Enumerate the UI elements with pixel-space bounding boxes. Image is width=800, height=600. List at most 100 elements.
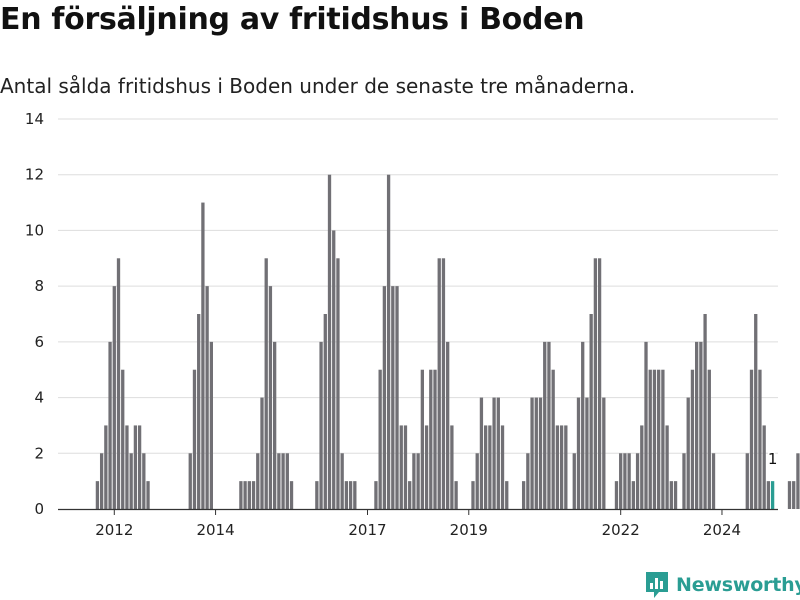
bars — [95, 174, 800, 509]
bar — [446, 341, 450, 509]
bar — [669, 481, 673, 509]
bar — [420, 369, 424, 509]
bar — [792, 481, 796, 509]
bar — [471, 481, 475, 509]
bar — [657, 369, 661, 509]
bar — [585, 397, 589, 509]
bar — [652, 369, 657, 509]
bar — [437, 258, 441, 509]
bar — [247, 481, 251, 509]
bar — [429, 369, 433, 509]
bar — [125, 425, 129, 509]
bar — [251, 481, 256, 509]
bar — [496, 397, 500, 509]
bar — [399, 425, 403, 509]
bar — [623, 453, 627, 509]
bar — [766, 481, 771, 509]
bar — [256, 453, 260, 509]
x-tick-label: 2017 — [348, 521, 386, 539]
bar — [711, 453, 716, 509]
bar — [534, 397, 538, 509]
x-tick-label: 2022 — [602, 521, 640, 539]
bar — [547, 341, 551, 509]
bar — [682, 453, 686, 509]
bar — [505, 481, 509, 509]
newsworthy-logo: Newsworthy — [644, 570, 800, 600]
bar — [433, 369, 437, 509]
data-label: 1 — [768, 450, 778, 468]
bar — [564, 425, 568, 509]
bar — [112, 286, 116, 509]
bar — [699, 341, 703, 509]
bar — [479, 397, 484, 509]
bar — [475, 453, 479, 509]
bar — [348, 481, 353, 509]
bar — [382, 286, 387, 509]
chart-subtitle: Antal sålda fritidshus i Boden under de … — [0, 74, 636, 98]
bar — [319, 341, 323, 509]
newsworthy-logo-text: Newsworthy — [676, 574, 800, 596]
y-tick-label: 2 — [34, 444, 44, 462]
y-axis-ticks: 0 2 4 6 8 10 12 14 — [25, 110, 44, 518]
x-axis-ticks: 2012 2014 2017 2019 2022 2024 — [95, 509, 741, 539]
y-tick-label: 14 — [25, 110, 44, 128]
bar — [201, 202, 205, 509]
bar — [796, 453, 800, 509]
bar — [695, 341, 699, 509]
bar — [572, 453, 576, 509]
bar — [530, 397, 534, 509]
bar — [614, 481, 619, 509]
bar — [273, 341, 277, 509]
bar — [703, 314, 707, 509]
bar — [374, 481, 378, 509]
bar — [576, 397, 581, 509]
bar — [627, 453, 631, 509]
bar — [661, 369, 665, 509]
bar — [264, 258, 268, 509]
bar — [555, 425, 560, 509]
bar — [104, 425, 108, 509]
bar — [619, 453, 623, 509]
bar — [315, 481, 319, 509]
y-tick-label: 8 — [34, 277, 44, 295]
data-labels: 1 — [766, 449, 779, 470]
bar — [95, 481, 100, 509]
bar — [648, 369, 652, 509]
bar — [243, 481, 247, 509]
bar — [424, 425, 429, 509]
bar — [205, 286, 209, 509]
x-tick-label: 2012 — [95, 521, 133, 539]
y-tick-label: 10 — [25, 221, 44, 239]
bar — [133, 425, 138, 509]
bar — [551, 369, 555, 509]
bar — [665, 425, 669, 509]
bar — [787, 481, 792, 509]
bar — [408, 481, 412, 509]
x-tick-label: 2019 — [450, 521, 488, 539]
bar — [484, 425, 488, 509]
bar — [260, 397, 264, 509]
bar — [344, 481, 349, 509]
bar — [526, 453, 530, 509]
bar-chart: 0 2 4 6 8 10 12 14 2012 2014 2017 2019 2022 2024 1 — [25, 110, 800, 539]
x-tick-label: 2014 — [196, 521, 234, 539]
bar — [635, 453, 640, 509]
bar — [543, 341, 547, 509]
bar — [762, 425, 766, 509]
y-tick-label: 4 — [34, 389, 44, 407]
bar — [142, 453, 146, 509]
bar — [289, 481, 294, 509]
bar — [707, 369, 711, 509]
bar — [116, 258, 121, 509]
bar-highlighted — [770, 481, 775, 509]
bar — [559, 425, 564, 509]
bar — [146, 481, 150, 509]
bar — [327, 174, 332, 509]
bar — [758, 369, 762, 509]
bar — [686, 397, 690, 509]
grid-lines — [58, 118, 778, 454]
bar — [450, 425, 454, 509]
bar — [581, 341, 585, 509]
bar — [285, 453, 289, 509]
bar — [378, 369, 382, 509]
